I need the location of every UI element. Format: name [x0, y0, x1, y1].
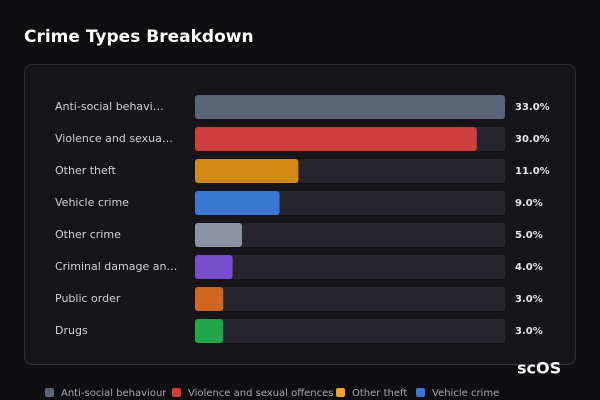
value-label: 3.0% [515, 294, 543, 305]
value-label: 3.0% [515, 326, 543, 337]
legend-label: Vehicle crime [432, 388, 499, 399]
bar [195, 287, 224, 311]
bar-track [195, 255, 505, 279]
legend-swatch [336, 388, 345, 397]
bar [195, 127, 477, 151]
chart-title: Crime Types Breakdown [24, 27, 254, 47]
legend-swatch [416, 388, 425, 397]
category-label: Other theft [55, 164, 116, 177]
category-label: Drugs [55, 324, 88, 337]
value-label: 9.0% [515, 198, 543, 209]
bar-track [195, 287, 505, 311]
bar [195, 95, 505, 119]
category-label: Other crime [55, 228, 121, 241]
bar-track [195, 319, 505, 343]
value-label: 33.0% [515, 102, 550, 113]
bar [195, 223, 242, 247]
category-label: Anti-social behavi… [55, 100, 164, 113]
value-label: 5.0% [515, 230, 543, 241]
bar [195, 159, 299, 183]
bar [195, 191, 280, 215]
logo: scOS [517, 359, 561, 378]
value-label: 11.0% [515, 166, 550, 177]
category-label: Violence and sexua… [55, 132, 173, 145]
bar [195, 319, 224, 343]
category-label: Public order [55, 292, 121, 305]
legend-label: Anti-social behaviour [61, 388, 167, 399]
category-label: Vehicle crime [55, 196, 129, 209]
legend-swatch [172, 388, 181, 397]
bar [195, 255, 233, 279]
legend-label: Violence and sexual offences [188, 388, 334, 399]
value-label: 4.0% [515, 262, 543, 273]
bar-track [195, 223, 505, 247]
legend-swatch [45, 388, 54, 397]
legend-label: Other theft [352, 388, 407, 399]
value-label: 30.0% [515, 134, 550, 145]
category-label: Criminal damage an… [55, 260, 177, 273]
